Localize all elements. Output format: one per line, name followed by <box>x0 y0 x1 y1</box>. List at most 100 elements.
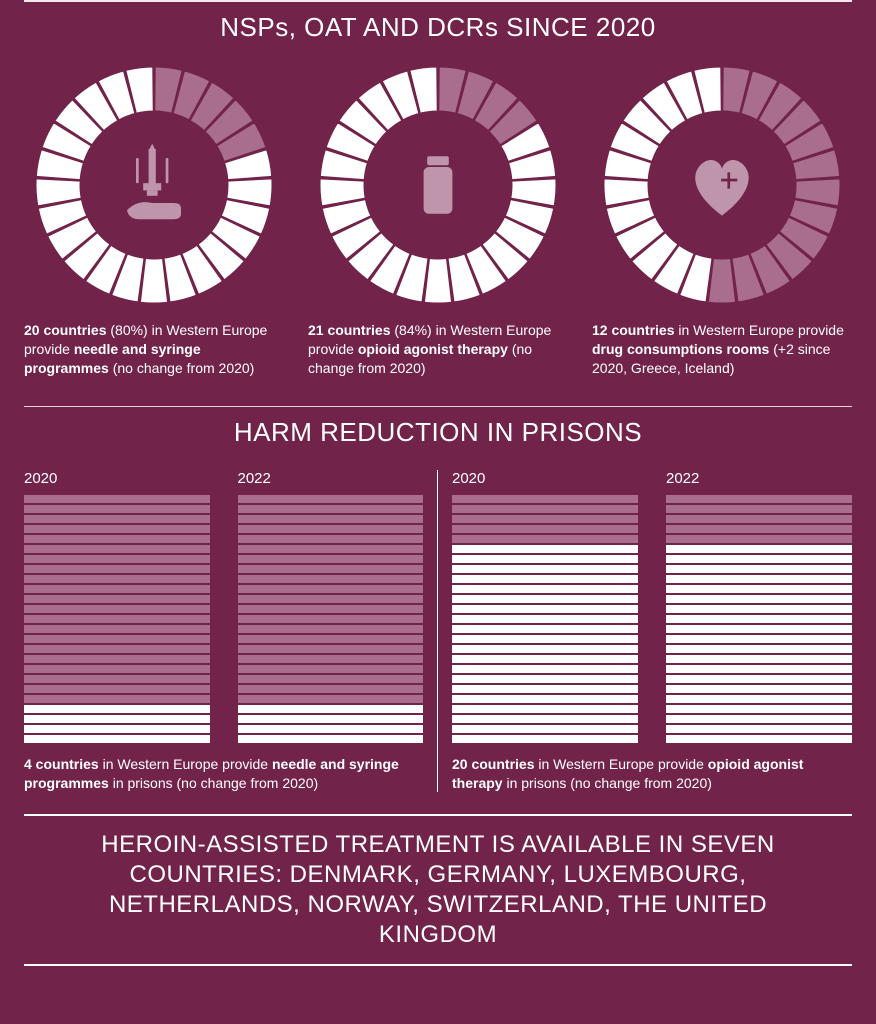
stack-bar <box>666 575 852 583</box>
stack-bar <box>452 675 638 683</box>
stack-bar <box>666 715 852 723</box>
stack-bar <box>666 515 852 523</box>
stack-bar <box>238 645 424 653</box>
stack-bar <box>238 665 424 673</box>
stack-bar <box>452 615 638 623</box>
stack-bar <box>666 605 852 613</box>
stack-bar <box>452 595 638 603</box>
stack-bar <box>452 655 638 663</box>
stack-bar <box>238 675 424 683</box>
stack-bar <box>666 615 852 623</box>
stack-bar <box>452 525 638 533</box>
stack-bar <box>666 565 852 573</box>
stack-bar <box>452 625 638 633</box>
stack-bar <box>452 545 638 553</box>
mid-rule <box>24 406 852 407</box>
donut-center-icon-nsp <box>34 65 274 305</box>
stack-bar <box>24 655 210 663</box>
prison-nsp-2022: 2022 <box>238 470 424 743</box>
stack-oat-2020 <box>452 495 638 743</box>
stack-bar <box>24 605 210 613</box>
prison-oat-2020: 2020 <box>452 470 638 743</box>
stack-bar <box>666 705 852 713</box>
stack-bar <box>238 685 424 693</box>
donut-caption-dcr: 12 countries in Western Europe provide d… <box>592 321 852 378</box>
top-rule <box>24 0 852 2</box>
stack-nsp-2022 <box>238 495 424 743</box>
stack-bar <box>666 635 852 643</box>
stack-bar <box>452 535 638 543</box>
stack-bar <box>24 685 210 693</box>
stack-bar <box>452 515 638 523</box>
stack-bar <box>452 635 638 643</box>
prison-oat-caption: 20 countries in Western Europe provide o… <box>452 755 852 793</box>
stack-bar <box>666 725 852 733</box>
stack-bar <box>24 665 210 673</box>
stack-bar <box>452 565 638 573</box>
stack-bar <box>238 505 424 513</box>
footer-text: HEROIN-ASSISTED TREATMENT IS AVAILABLE I… <box>54 830 822 950</box>
stack-bar <box>666 645 852 653</box>
donut-dcr: 12 countries in Western Europe provide d… <box>592 65 852 378</box>
stack-bar <box>666 685 852 693</box>
stack-bar <box>238 575 424 583</box>
stack-bar <box>24 565 210 573</box>
stack-bar <box>24 495 210 503</box>
stack-bar <box>666 595 852 603</box>
stack-bar <box>666 625 852 633</box>
stack-bar <box>452 685 638 693</box>
stack-bar <box>238 495 424 503</box>
stack-bar <box>24 735 210 743</box>
stack-bar <box>24 705 210 713</box>
donut-row: 20 countries (80%) in Western Europe pro… <box>24 65 852 378</box>
stack-bar <box>24 635 210 643</box>
stack-bar <box>238 565 424 573</box>
stack-bar <box>238 625 424 633</box>
stack-bar <box>238 715 424 723</box>
footer-box: HEROIN-ASSISTED TREATMENT IS AVAILABLE I… <box>24 814 852 966</box>
stack-bar <box>452 725 638 733</box>
stack-bar <box>24 595 210 603</box>
stack-bar <box>666 695 852 703</box>
stack-bar <box>666 555 852 563</box>
stack-bar <box>666 735 852 743</box>
prison-nsp-caption: 4 countries in Western Europe provide ne… <box>24 755 423 793</box>
stack-bar <box>238 705 424 713</box>
stack-bar <box>24 515 210 523</box>
stack-bar <box>452 705 638 713</box>
prison-nsp-2020: 2020 <box>24 470 210 743</box>
stack-bar <box>666 675 852 683</box>
stack-bar <box>24 545 210 553</box>
stack-bar <box>24 615 210 623</box>
stack-bar <box>238 605 424 613</box>
stack-bar <box>452 495 638 503</box>
stack-bar <box>24 725 210 733</box>
stack-bar <box>452 715 638 723</box>
prison-oat: 2020 2022 20 countries in Western Europe… <box>438 470 852 793</box>
stack-bar <box>452 605 638 613</box>
stack-bar <box>452 695 638 703</box>
stack-bar <box>24 585 210 593</box>
prison-nsp: 2020 2022 4 countries in Western Europe … <box>24 470 438 793</box>
donut-oat: 21 countries (84%) in Western Europe pro… <box>308 65 568 378</box>
stack-bar <box>452 585 638 593</box>
bottle-icon <box>393 140 483 230</box>
stack-bar <box>238 535 424 543</box>
donut-caption-nsp: 20 countries (80%) in Western Europe pro… <box>24 321 284 378</box>
stack-bar <box>452 555 638 563</box>
stack-bar <box>666 665 852 673</box>
stack-bar <box>452 505 638 513</box>
stack-bar <box>666 585 852 593</box>
stack-bar <box>238 695 424 703</box>
stack-bar <box>238 515 424 523</box>
stack-bar <box>666 525 852 533</box>
stack-bar <box>24 505 210 513</box>
stack-bar <box>24 695 210 703</box>
donut-center-icon-oat <box>318 65 558 305</box>
hand-syringe-icon <box>109 140 199 230</box>
stack-bar <box>238 595 424 603</box>
stack-bar <box>238 635 424 643</box>
stack-bar <box>238 615 424 623</box>
stack-bar <box>666 535 852 543</box>
section2-title: HARM REDUCTION IN PRISONS <box>24 417 852 448</box>
